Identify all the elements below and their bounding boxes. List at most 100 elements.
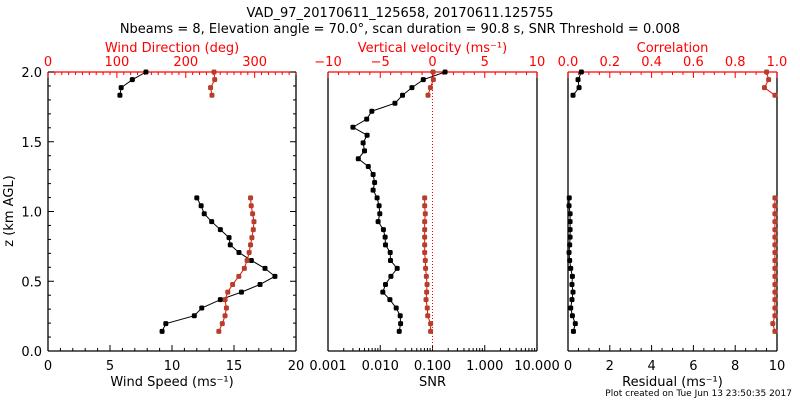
series-line (763, 71, 776, 96)
series-wind-speed (117, 69, 278, 334)
data-point (772, 281, 778, 287)
data-point (576, 85, 582, 91)
data-point (191, 313, 197, 319)
data-point (236, 273, 242, 279)
data-point (772, 92, 778, 98)
series-line (218, 197, 255, 332)
data-point (377, 211, 383, 217)
data-point (238, 289, 244, 295)
data-point (211, 69, 217, 75)
y-tick-label: 0.0 (21, 345, 42, 360)
data-point (396, 328, 402, 334)
data-point (772, 234, 778, 240)
data-point (248, 257, 254, 263)
x2-tick-label: 1.0 (767, 55, 788, 70)
data-point (772, 219, 778, 225)
data-point (143, 69, 149, 75)
figure-subtitle: Nbeams = 8, Elevation angle = 70.0°, sca… (120, 22, 680, 37)
data-point (770, 321, 776, 327)
x2-tick-label: 0.6 (683, 55, 704, 70)
data-point (572, 321, 578, 327)
data-point (578, 69, 584, 75)
data-point (226, 235, 232, 241)
x-tick-label: 4 (647, 359, 655, 374)
data-point (566, 195, 572, 201)
x2-axis-label: Correlation (637, 41, 709, 56)
data-point (227, 242, 233, 248)
data-point (772, 313, 778, 319)
plot-created-footer: Plot created on Tue Jun 13 23:50:35 2017 (605, 389, 792, 399)
data-point (570, 92, 576, 98)
data-point (772, 305, 778, 311)
data-point (422, 211, 428, 217)
data-point (216, 328, 222, 334)
data-point (212, 77, 218, 83)
data-point (422, 257, 428, 263)
data-point (250, 211, 256, 217)
data-point (772, 211, 778, 217)
x2-tick-label: 5 (481, 55, 489, 70)
x-axis-label: SNR (419, 375, 446, 390)
data-point (129, 77, 135, 83)
data-point (424, 281, 430, 287)
series-line (351, 71, 446, 332)
data-point (118, 85, 124, 91)
data-point (422, 203, 428, 209)
data-point (409, 85, 415, 91)
data-point (375, 219, 381, 225)
series-vertical-velocity (422, 69, 436, 334)
data-point (208, 85, 214, 91)
x-axis-label: Wind Speed (ms⁻¹) (110, 375, 233, 390)
data-point (382, 234, 388, 240)
x-tick-label: 2 (606, 359, 614, 374)
figure-title: VAD_97_20170611_125658, 20170611.125755 (247, 6, 554, 21)
data-point (223, 305, 229, 311)
data-point (225, 289, 231, 295)
data-point (764, 69, 770, 75)
data-point (387, 250, 393, 256)
x-tick-label: 0.010 (362, 359, 399, 374)
data-point (248, 195, 254, 201)
x2-axis-label: Vertical velocity (ms⁻¹) (358, 41, 507, 56)
series-line (772, 197, 776, 332)
x-tick-label: 10 (769, 359, 786, 374)
data-point (217, 297, 223, 303)
data-point (159, 328, 165, 334)
data-point (387, 257, 393, 263)
data-point (376, 203, 382, 209)
data-point (430, 77, 436, 83)
data-point (364, 132, 370, 138)
x2-tick-label: 0 (44, 55, 52, 70)
series-line (210, 71, 216, 96)
data-point (772, 257, 778, 263)
data-point (250, 227, 256, 233)
data-point (397, 313, 403, 319)
data-point (569, 297, 575, 303)
data-point (249, 235, 255, 241)
data-point (566, 203, 572, 209)
x-tick-label: 0.100 (414, 359, 451, 374)
data-point (199, 305, 205, 311)
data-point (198, 203, 204, 209)
data-point (568, 265, 574, 271)
data-point (569, 273, 575, 279)
data-point (272, 273, 278, 279)
data-point (575, 77, 581, 83)
data-point (246, 250, 252, 256)
data-point (567, 234, 573, 240)
data-point (567, 219, 573, 225)
x-tick-label: 20 (288, 359, 305, 374)
data-point (772, 203, 778, 209)
data-point (569, 313, 575, 319)
x-tick-label: 10 (164, 359, 181, 374)
x-axis-label: Residual (ms⁻¹) (622, 375, 723, 390)
data-point (355, 156, 361, 162)
x2-tick-label: 0.8 (725, 55, 746, 70)
data-point (222, 297, 228, 303)
data-point (766, 77, 772, 83)
data-point (262, 265, 268, 271)
x-tick-label: 10.000 (514, 359, 560, 374)
series-correlation (761, 69, 778, 334)
data-point (772, 195, 778, 201)
